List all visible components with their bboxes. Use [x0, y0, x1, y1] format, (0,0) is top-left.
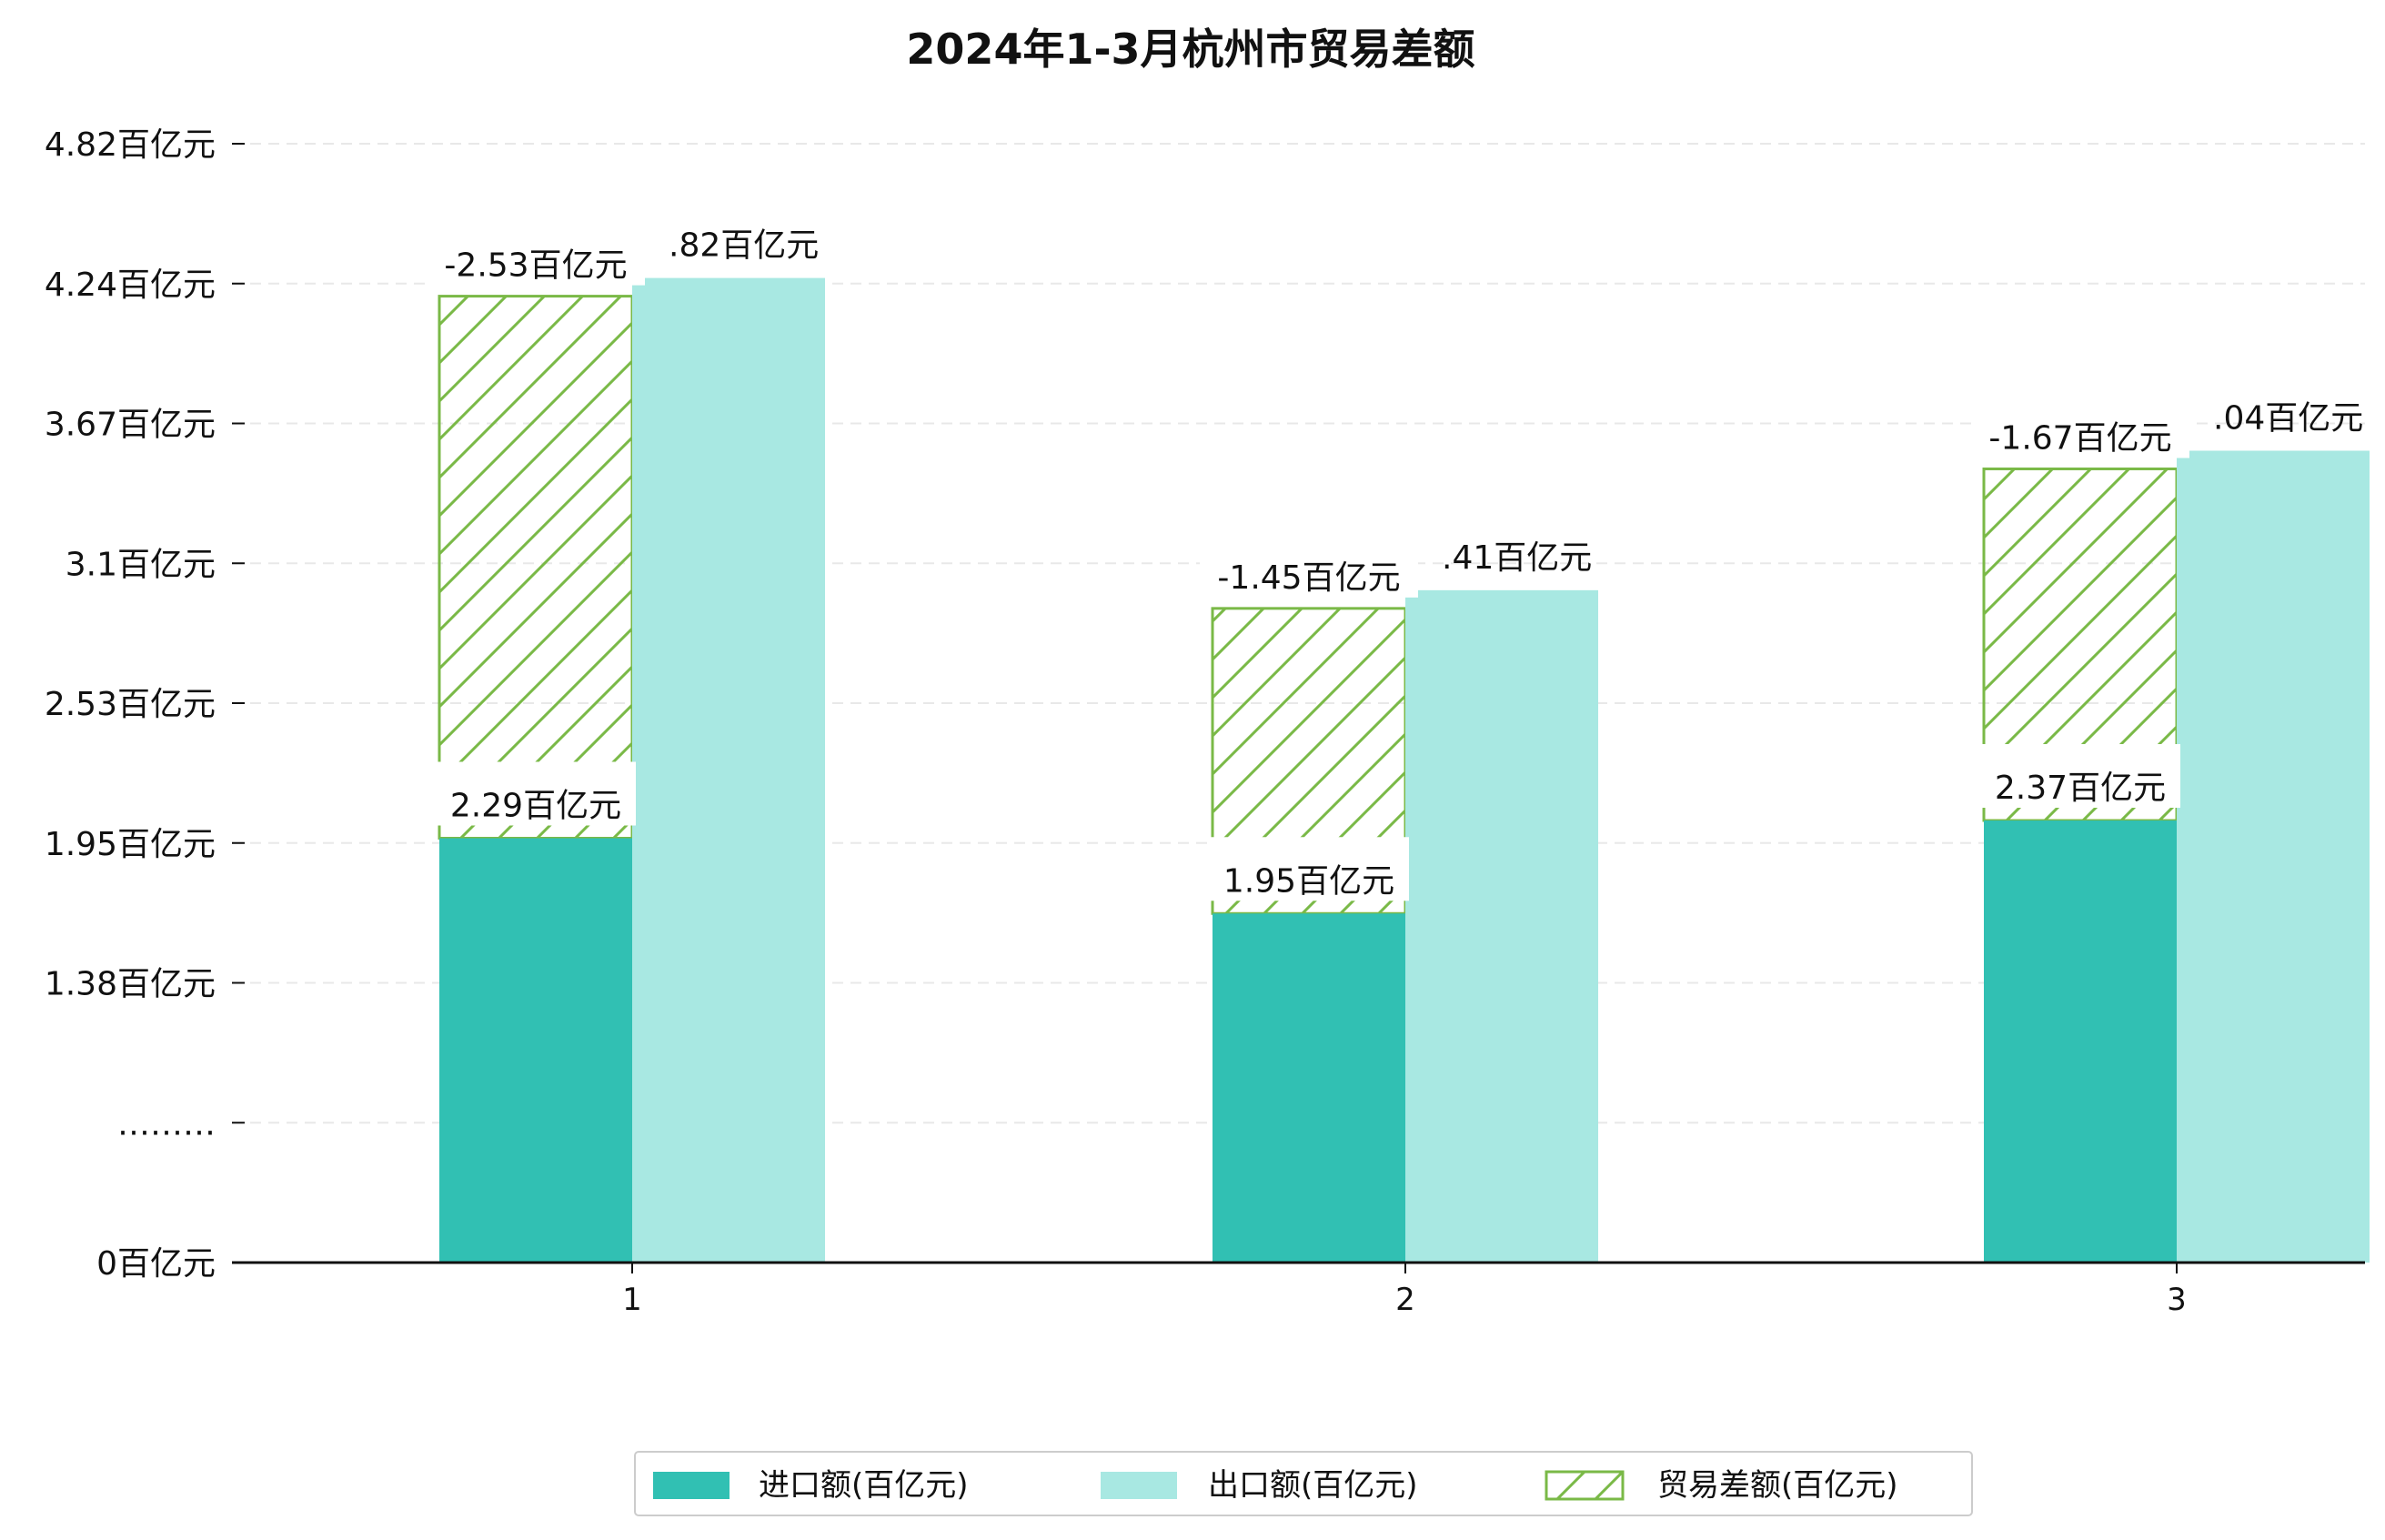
x-tick-label: 1 — [622, 1282, 642, 1318]
data-label-box — [427, 232, 645, 286]
data-label: 2.37百亿元 — [1995, 770, 2166, 807]
x-axis: 1 2 3 — [232, 1261, 2365, 1318]
bar-export-3 — [2177, 450, 2370, 1263]
y-tick-label: 1.38百亿元 — [45, 966, 216, 1003]
y-axis: 0百亿元 ……… 1.38百亿元 1.95百亿元 2.53百亿元 3.1百亿元 3.67百亿… — [45, 126, 245, 1283]
chart-title: 2024年1-3月杭州市贸易差额 — [906, 25, 1474, 74]
data-label: .04百亿元 — [2213, 399, 2363, 437]
y-tick-label: 4.24百亿元 — [45, 267, 216, 304]
legend-frame — [634, 1451, 1973, 1516]
legend-label-import: 进口额(百亿元) — [759, 1467, 969, 1504]
y-tick-label: 3.1百亿元 — [65, 546, 216, 583]
bar-balance-1 — [438, 295, 634, 840]
bar-import-2 — [1213, 913, 1405, 1263]
x-tick-label: 3 — [2167, 1282, 2187, 1318]
y-tick-label: 2.53百亿元 — [45, 686, 216, 723]
data-label-box — [1971, 405, 2189, 458]
legend: 进口额(百亿元) 出口额(百亿元) 贸易差额(百亿元) — [634, 1451, 1973, 1516]
data-label: -1.67百亿元 — [1988, 419, 2171, 457]
data-label: -2.53百亿元 — [444, 247, 627, 285]
data-label: 1.95百亿元 — [1223, 862, 1394, 900]
y-tick-label: 1.95百亿元 — [45, 826, 216, 863]
data-label-box — [1980, 744, 2180, 809]
y-tick-label: ……… — [117, 1105, 216, 1142]
legend-label-export: 出口额(百亿元) — [1208, 1467, 1418, 1504]
legend-swatch-import — [653, 1472, 730, 1499]
data-label-box — [1209, 837, 1409, 901]
data-label: .41百亿元 — [1442, 539, 1592, 577]
legend-swatch-balance — [1545, 1470, 1625, 1501]
data-label-box — [1200, 544, 1418, 598]
y-tick-label: 3.67百亿元 — [45, 407, 216, 444]
data-labels: -2.53百亿元 2.29百亿元 .82百亿元 -1.45百亿元 1.95百亿元 .41百… — [427, 227, 2363, 901]
legend-label-balance: 贸易差额(百亿元) — [1657, 1467, 1898, 1504]
data-label: .82百亿元 — [669, 227, 819, 265]
y-tick-label: 0百亿元 — [96, 1245, 216, 1283]
bar-export-2 — [1405, 589, 1598, 1263]
x-tick-label: 2 — [1395, 1282, 1415, 1318]
bar-import-1 — [439, 838, 632, 1263]
bar-import-3 — [1984, 820, 2177, 1263]
legend-swatch-export — [1101, 1472, 1177, 1499]
data-label: -1.45百亿元 — [1217, 559, 1400, 597]
bar-export-1 — [632, 277, 825, 1263]
y-tick-label: 4.82百亿元 — [45, 126, 216, 164]
data-label: 2.29百亿元 — [450, 787, 621, 824]
data-label-box — [436, 761, 636, 826]
